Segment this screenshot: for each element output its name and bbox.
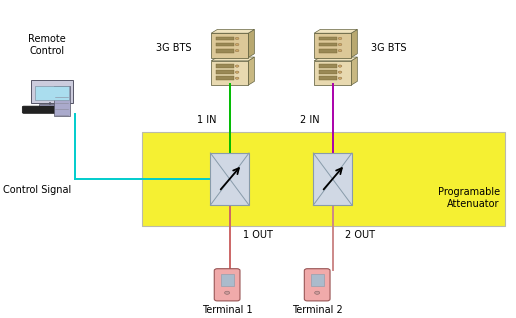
Polygon shape (351, 30, 357, 58)
Bar (318, 70, 337, 74)
Circle shape (224, 291, 230, 294)
Text: Terminal 2: Terminal 2 (292, 305, 343, 315)
Circle shape (235, 43, 239, 46)
Text: Remote
Control: Remote Control (28, 34, 66, 56)
Bar (221, 274, 234, 286)
Text: 1 IN: 1 IN (197, 115, 216, 125)
FancyBboxPatch shape (22, 106, 68, 113)
Bar (31, 80, 73, 103)
Bar (216, 70, 234, 74)
Polygon shape (314, 30, 357, 33)
Bar (318, 37, 337, 40)
Circle shape (338, 37, 342, 40)
Text: Control Signal: Control Signal (3, 185, 72, 195)
Text: 1 OUT: 1 OUT (243, 230, 272, 239)
Circle shape (235, 50, 239, 52)
Bar (216, 37, 234, 40)
Circle shape (338, 50, 342, 52)
Bar (35, 86, 69, 100)
Circle shape (338, 71, 342, 73)
Bar (318, 49, 337, 52)
Bar (216, 76, 234, 80)
Bar (216, 43, 234, 46)
Bar (216, 64, 234, 68)
Circle shape (315, 291, 320, 294)
Bar (314, 33, 351, 58)
Text: 3G BTS: 3G BTS (156, 43, 191, 53)
Bar (211, 61, 248, 85)
Bar (211, 33, 248, 58)
Text: 3G BTS: 3G BTS (371, 43, 407, 53)
Circle shape (235, 77, 239, 80)
Bar (142, 132, 505, 226)
Circle shape (235, 65, 239, 67)
Polygon shape (248, 30, 254, 58)
Circle shape (338, 65, 342, 67)
Bar (54, 86, 70, 116)
Bar (314, 61, 351, 85)
Bar (311, 274, 324, 286)
Bar (211, 153, 249, 205)
Bar (313, 153, 352, 205)
Bar (318, 76, 337, 80)
Bar (39, 104, 62, 106)
FancyBboxPatch shape (214, 269, 240, 301)
Circle shape (235, 37, 239, 40)
Polygon shape (351, 57, 357, 85)
Bar (318, 43, 337, 46)
Polygon shape (211, 30, 254, 33)
FancyBboxPatch shape (304, 269, 330, 301)
Circle shape (338, 43, 342, 46)
Text: 2 IN: 2 IN (300, 115, 319, 125)
Polygon shape (211, 57, 254, 61)
Text: 2 OUT: 2 OUT (346, 230, 376, 239)
Circle shape (235, 71, 239, 73)
Text: Terminal 1: Terminal 1 (202, 305, 252, 315)
Bar (318, 64, 337, 68)
Bar (216, 49, 234, 52)
Polygon shape (248, 57, 254, 85)
Circle shape (338, 77, 342, 80)
Polygon shape (314, 57, 357, 61)
Text: Programable
Attenuator: Programable Attenuator (438, 187, 500, 209)
